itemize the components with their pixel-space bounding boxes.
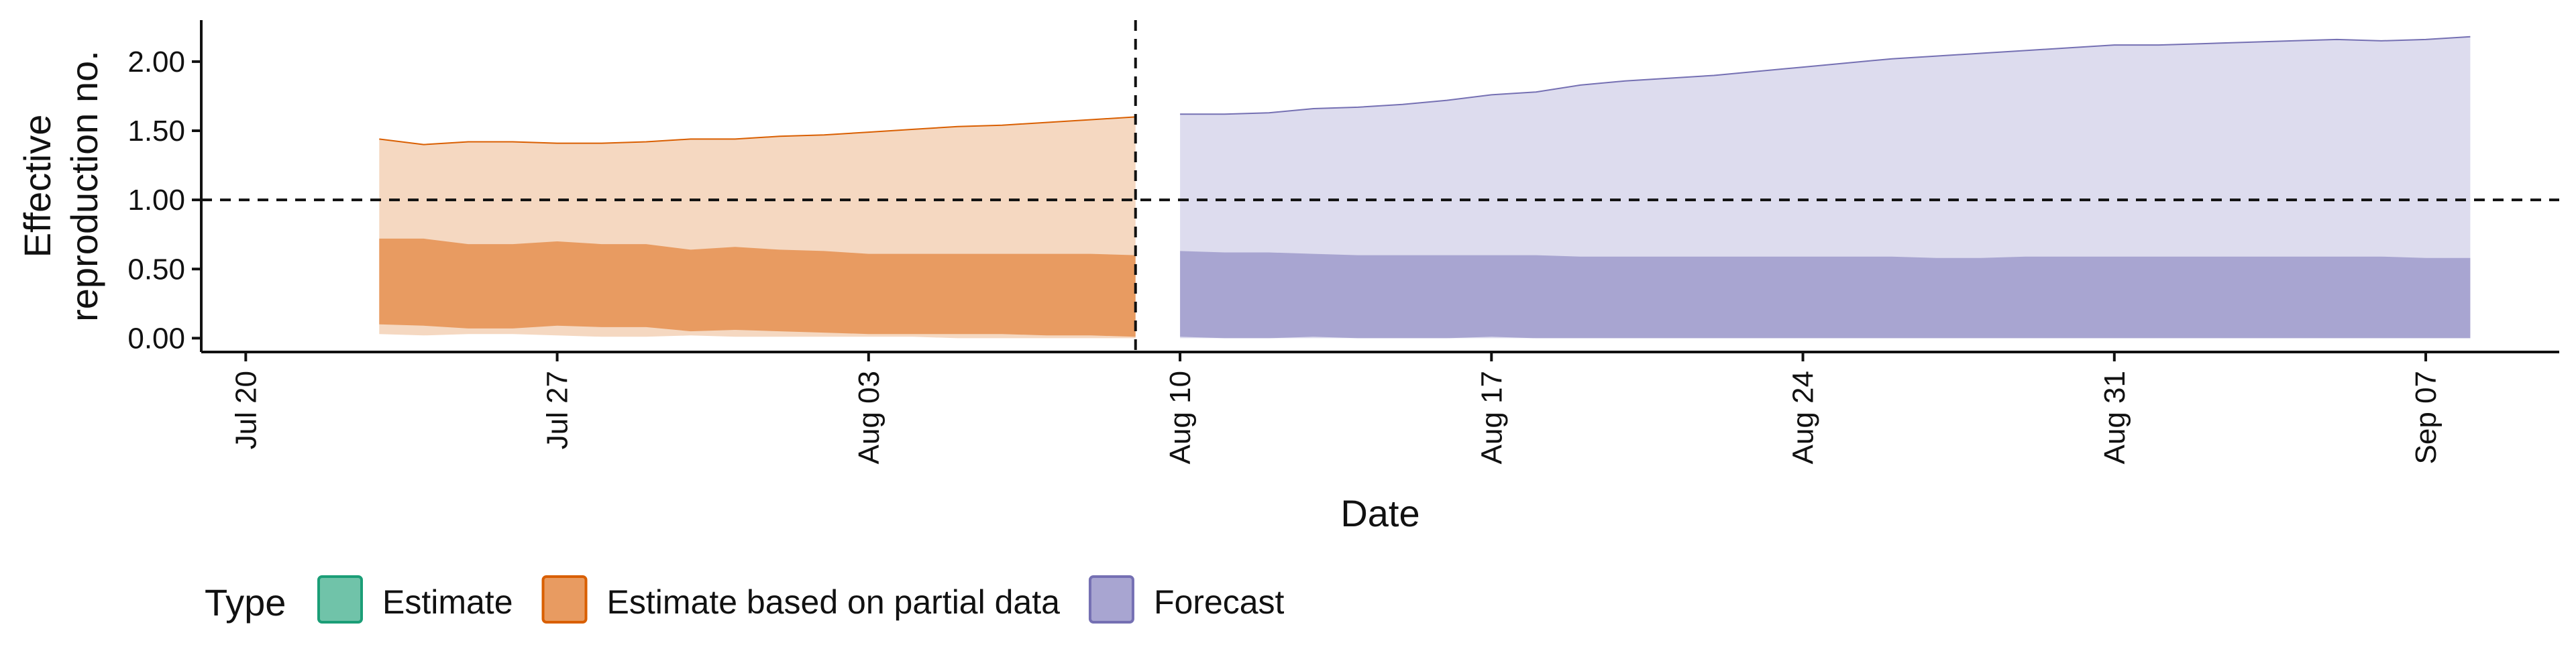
band-50-estimate-based-on-partial-data bbox=[379, 238, 1136, 337]
upper-edge-estimate-based-on-partial-data bbox=[379, 116, 1136, 145]
y-axis-title-line2: reproduction no. bbox=[63, 50, 105, 322]
legend: Type Estimate Estimate based on partial d… bbox=[205, 575, 1285, 624]
upper-edge-forecast bbox=[1180, 36, 2471, 115]
x-tick-label: Sep 07 bbox=[2410, 371, 2443, 464]
legend-swatch bbox=[317, 575, 363, 624]
bands-layer bbox=[379, 36, 2471, 339]
legend-label: Forecast bbox=[1154, 583, 1285, 621]
x-tick-label: Aug 17 bbox=[1475, 371, 1508, 464]
band-50-forecast bbox=[1180, 251, 2471, 339]
x-tick-label: Aug 31 bbox=[2098, 371, 2131, 464]
y-tick-label: 0.50 bbox=[127, 253, 185, 286]
y-tick-label: 0.00 bbox=[127, 322, 185, 355]
axes: 0.00 0.50 1.00 1.50 2.00 Jul 20 Jul 27 Aug 03 Au… bbox=[127, 20, 2559, 464]
y-tick-label: 1.50 bbox=[127, 115, 185, 148]
y-axis-title: Effective reproduction no. bbox=[16, 50, 105, 322]
x-axis-title: Date bbox=[1340, 492, 1419, 534]
x-tick-label: Aug 10 bbox=[1164, 371, 1197, 464]
x-tick-label: Aug 03 bbox=[853, 371, 885, 464]
x-tick-label: Jul 20 bbox=[229, 371, 262, 449]
y-tick-label: 2.00 bbox=[127, 46, 185, 78]
y-axis-title-line1: Effective bbox=[16, 115, 58, 258]
legend-label: Estimate bbox=[382, 583, 513, 621]
x-tick-label: Jul 27 bbox=[541, 371, 574, 449]
legend-title: Type bbox=[205, 581, 286, 624]
y-tick-label: 1.00 bbox=[127, 184, 185, 217]
legend-swatch bbox=[1088, 575, 1134, 624]
x-tick-label: Aug 24 bbox=[1787, 371, 1820, 464]
legend-swatch bbox=[541, 575, 588, 624]
legend-label: Estimate based on partial data bbox=[607, 583, 1061, 621]
